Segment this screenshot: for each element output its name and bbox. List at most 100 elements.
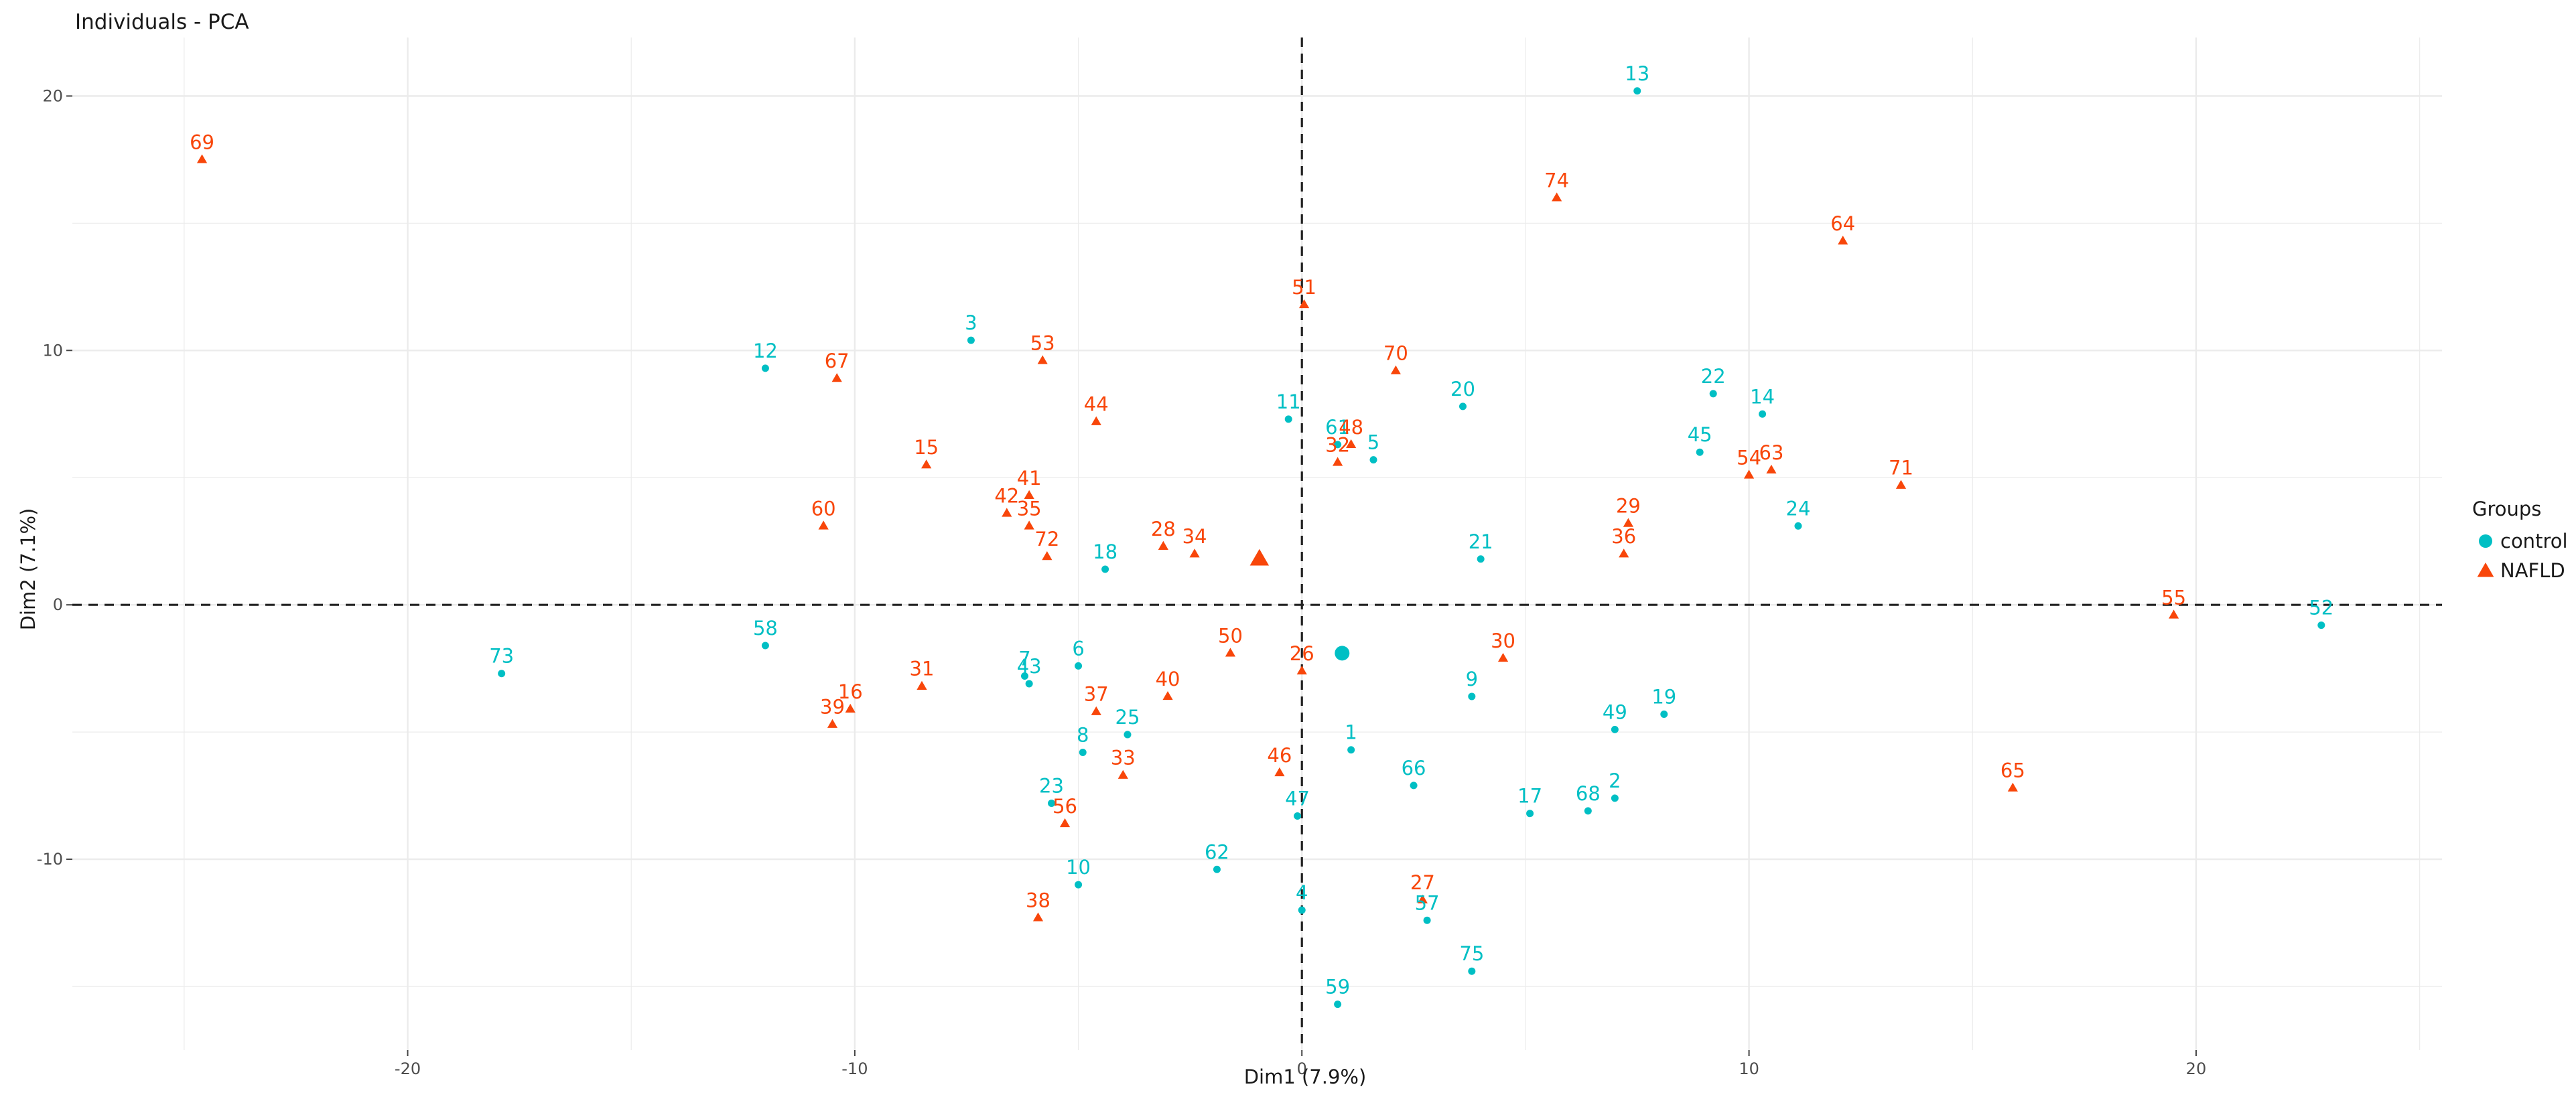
data-point-NAFLD [1158,540,1168,550]
point-label: 59 [1325,976,1350,998]
point-label: 63 [1759,441,1784,464]
point-label: 25 [1115,706,1140,729]
data-point-NAFLD [1037,355,1048,364]
data-point-NAFLD [1002,508,1012,517]
data-point-NAFLD [1024,520,1034,530]
data-point-NAFLD [831,373,842,382]
data-point-NAFLD [1059,818,1071,828]
data-point-control [1759,410,1767,418]
data-point-NAFLD [917,680,927,690]
points-layer [196,87,2325,1009]
point-label: 33 [1111,747,1136,769]
point-labels-layer: 1312311615202214452421185273587436949198… [190,62,2333,998]
legend-title: Groups [2472,498,2541,520]
x-axis-label: Dim1 (7.9%) [1244,1065,1367,1088]
data-point-control [1696,448,1704,456]
data-point-control [1025,680,1033,688]
point-label: 10 [1066,856,1091,879]
point-label: 47 [1285,787,1310,810]
point-label: 54 [1737,446,1761,469]
data-point-control [498,670,506,678]
data-point-control [1611,794,1619,802]
data-point-control [1477,555,1485,563]
legend-label-control: control [2500,530,2568,552]
point-label: 8 [1077,724,1089,747]
data-point-control [1468,692,1476,700]
point-label: 1 [1345,721,1357,744]
legend-symbol-control [2479,534,2492,548]
data-point-control [1334,1001,1342,1009]
y-tick-label: -10 [37,850,63,869]
point-label: 70 [1383,342,1408,365]
data-point-control [1284,415,1292,423]
point-label: 23 [1039,774,1064,797]
point-label: 12 [753,340,778,362]
point-label: 39 [820,696,845,719]
point-label: 56 [1053,795,1077,818]
data-point-NAFLD [1225,648,1236,657]
point-label: 24 [1786,497,1811,520]
data-point-control [1526,810,1534,818]
point-label: 66 [1402,757,1426,780]
point-label: 19 [1651,686,1676,709]
centroid-NAFLD [1249,548,1270,566]
data-point-NAFLD [1497,652,1509,662]
x-tick-label: -20 [395,1059,421,1078]
data-point-NAFLD [1552,192,1562,202]
chart-title: Individuals - PCA [75,10,249,34]
x-tick-label: 20 [2186,1059,2207,1078]
point-label: 51 [1292,276,1316,299]
point-label: 40 [1156,668,1180,690]
point-label: 17 [1517,785,1542,808]
point-label: 31 [910,658,935,680]
point-label: 9 [1466,668,1478,690]
point-label: 5 [1367,431,1379,454]
point-label: 73 [489,645,514,668]
point-label: 28 [1151,518,1176,540]
reference-lines [72,38,2442,1050]
data-point-control [1075,881,1083,889]
point-label: 27 [1410,871,1435,894]
data-point-NAFLD [1042,550,1053,561]
data-point-NAFLD [2168,609,2179,619]
data-point-control [1334,441,1342,449]
point-label: 13 [1625,62,1649,85]
data-point-control [1294,812,1302,820]
legend: Groups control NAFLD [2472,498,2568,582]
point-label: 26 [1290,642,1314,665]
data-point-control [1298,906,1306,914]
data-point-control [967,336,975,344]
point-label: 2 [1609,769,1621,792]
point-label: 21 [1469,530,1493,553]
point-label: 64 [1830,212,1855,235]
point-label: 29 [1616,495,1641,518]
point-label: 22 [1701,365,1726,388]
point-label: 36 [1611,525,1636,548]
data-point-control [1075,662,1083,670]
point-label: 37 [1084,683,1109,706]
data-point-control [1468,967,1476,975]
point-label: 52 [2309,597,2333,619]
point-label: 55 [2161,586,2186,609]
data-point-control [761,642,769,650]
y-axis-label: Dim2 (7.1%) [17,508,40,631]
point-label: 72 [1034,528,1059,550]
legend-items: control NAFLD [2477,530,2568,582]
point-label: 20 [1450,378,1475,400]
data-point-control [1048,799,1056,807]
data-point-NAFLD [1189,548,1200,558]
y-tick-label: 20 [42,86,63,105]
data-point-NAFLD [1117,769,1128,779]
data-point-control [1410,782,1418,790]
point-label: 44 [1084,393,1109,416]
data-point-NAFLD [196,154,208,163]
data-point-control [1101,565,1109,573]
point-label: 7 [1018,648,1030,670]
centroid-control [1335,646,1350,661]
data-point-NAFLD [921,459,932,469]
data-point-NAFLD [1333,457,1343,466]
point-label: 43 [1017,655,1042,678]
data-point-NAFLD [1417,894,1428,904]
point-label: 18 [1093,540,1117,563]
